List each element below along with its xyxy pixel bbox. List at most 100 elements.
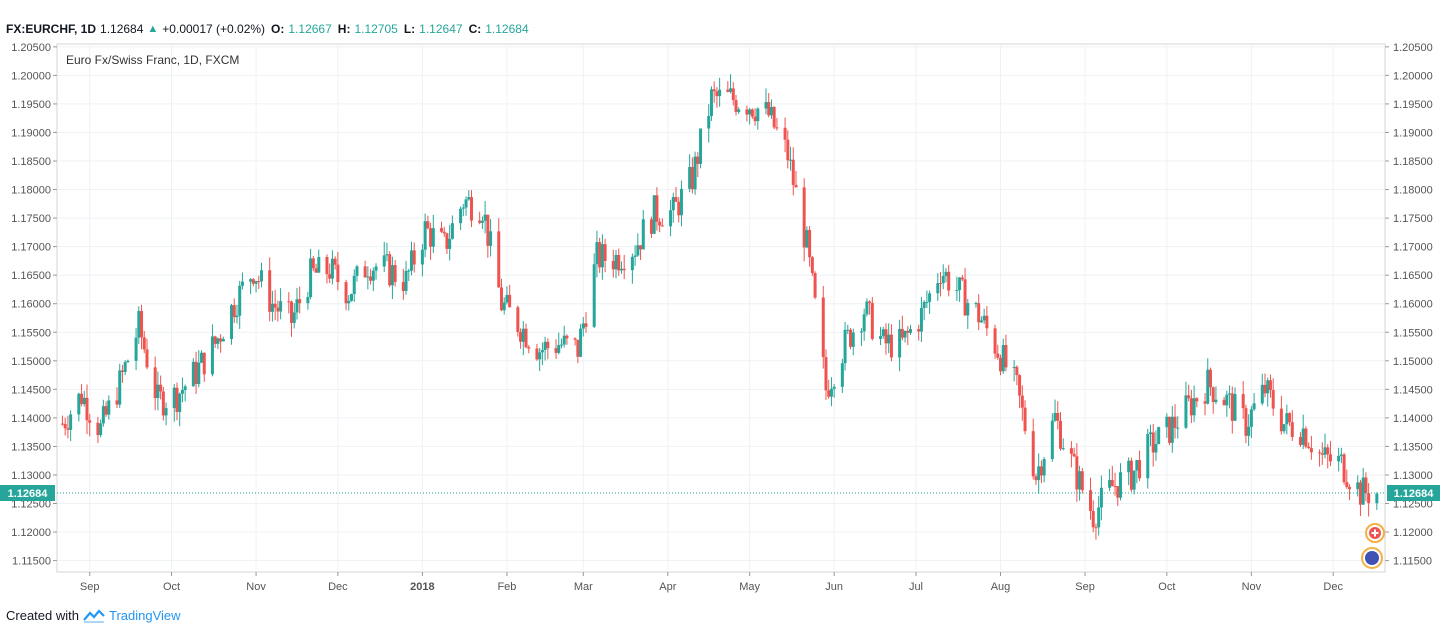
y-tick-label-left: 1.12000 xyxy=(11,527,51,539)
candle-body xyxy=(1263,384,1267,394)
candle-body xyxy=(649,219,653,234)
candle-body xyxy=(1247,426,1251,436)
y-tick-label-left: 1.16000 xyxy=(11,299,51,311)
candle-body xyxy=(374,266,378,271)
candle-body xyxy=(879,336,883,339)
candle-body xyxy=(917,329,921,332)
candle-body xyxy=(270,303,274,312)
candle-body xyxy=(276,307,280,312)
chart-area[interactable]: 1.11500 1.11500 1.12000 1.12000 1.12500 1.125… xyxy=(0,42,1444,602)
candle-body xyxy=(1192,398,1196,416)
candle-body xyxy=(69,414,73,430)
candle-body xyxy=(928,293,932,302)
candle-body xyxy=(925,301,929,303)
candle-body xyxy=(1173,416,1177,428)
candle-body xyxy=(1279,408,1283,432)
candle-body xyxy=(442,231,446,234)
candle-body xyxy=(412,250,416,265)
x-tick-label: Jun xyxy=(825,581,843,593)
candle-body xyxy=(688,167,692,189)
candle-body xyxy=(355,266,359,276)
candle-body xyxy=(268,270,272,312)
x-tick-label: Apr xyxy=(659,581,676,593)
candle-body xyxy=(859,331,863,333)
y-tick-label-right: 1.14000 xyxy=(1393,413,1433,425)
candle-body xyxy=(1326,447,1330,455)
x-tick-label: Sep xyxy=(1075,581,1095,593)
high-value: 1.12705 xyxy=(354,22,398,36)
candle-body xyxy=(1339,454,1343,456)
candle-body xyxy=(1241,394,1245,409)
candle-body xyxy=(693,156,697,190)
candle-body xyxy=(922,302,926,308)
candle-body xyxy=(617,254,621,271)
candle-body xyxy=(450,223,454,239)
candle-body xyxy=(60,423,64,425)
candle-body xyxy=(808,230,812,258)
candle-body xyxy=(1364,477,1368,494)
candle-body xyxy=(1323,447,1327,455)
candle-body xyxy=(107,400,111,415)
last-price: 1.12684 xyxy=(100,22,144,36)
candle-body xyxy=(120,370,124,372)
candle-body xyxy=(639,245,643,250)
candle-body xyxy=(1222,399,1226,406)
candle-body xyxy=(371,270,375,281)
y-tick-label-right: 1.20500 xyxy=(1393,42,1433,54)
candle-body xyxy=(939,283,943,285)
candlestick-chart[interactable]: 1.11500 1.11500 1.12000 1.12000 1.12500 1.125… xyxy=(0,42,1444,602)
candle-body xyxy=(478,220,482,223)
candle-body xyxy=(1099,487,1103,508)
candle-body xyxy=(388,254,392,286)
candle-body xyxy=(101,406,105,424)
candle-body xyxy=(1189,398,1193,416)
candle-body xyxy=(843,329,847,364)
candle-body xyxy=(1187,395,1191,399)
candle-body xyxy=(1208,369,1212,388)
candle-body xyxy=(1271,390,1275,409)
candle-body xyxy=(712,89,716,92)
candle-body xyxy=(508,294,512,308)
candle-body xyxy=(690,167,694,190)
candle-body xyxy=(431,228,435,247)
x-tick-label: Dec xyxy=(1323,581,1343,593)
candle-body xyxy=(898,328,902,358)
candle-body xyxy=(407,270,411,272)
candle-body xyxy=(1356,482,1360,490)
candle-body xyxy=(200,352,204,363)
candle-body xyxy=(439,228,443,232)
candle-body xyxy=(1020,395,1024,408)
candle-body xyxy=(194,361,198,385)
candle-body xyxy=(183,386,187,391)
candle-body xyxy=(393,265,397,283)
y-tick-label-left: 1.18000 xyxy=(11,185,51,197)
candle-body xyxy=(1118,472,1122,498)
candle-body xyxy=(273,303,277,308)
candle-body xyxy=(1151,432,1155,453)
x-tick-label: Feb xyxy=(497,581,516,593)
y-tick-label-right: 1.13000 xyxy=(1393,470,1433,482)
candle-body xyxy=(731,88,735,101)
candle-body xyxy=(216,338,220,344)
candle-body xyxy=(99,423,103,436)
x-tick-label: 2018 xyxy=(410,581,434,593)
candle-body xyxy=(240,281,244,286)
y-tick-label-left: 1.13500 xyxy=(11,441,51,453)
candle-body xyxy=(459,208,463,224)
y-tick-label-left: 1.15000 xyxy=(11,356,51,368)
candle-body xyxy=(679,188,683,216)
candle-body xyxy=(840,363,844,387)
candle-body xyxy=(153,367,157,399)
candle-body xyxy=(409,250,413,271)
candle-body xyxy=(1301,428,1305,445)
candle-body xyxy=(221,338,225,342)
candle-body xyxy=(974,303,978,305)
close-label: C: xyxy=(468,22,482,36)
candle-body xyxy=(486,214,490,246)
candle-body xyxy=(350,294,354,301)
candle-body xyxy=(347,300,351,304)
tradingview-brand[interactable]: TradingView xyxy=(108,608,181,623)
candle-body xyxy=(538,352,542,360)
candle-body xyxy=(502,302,506,311)
y-tick-label-left: 1.17000 xyxy=(11,242,51,254)
